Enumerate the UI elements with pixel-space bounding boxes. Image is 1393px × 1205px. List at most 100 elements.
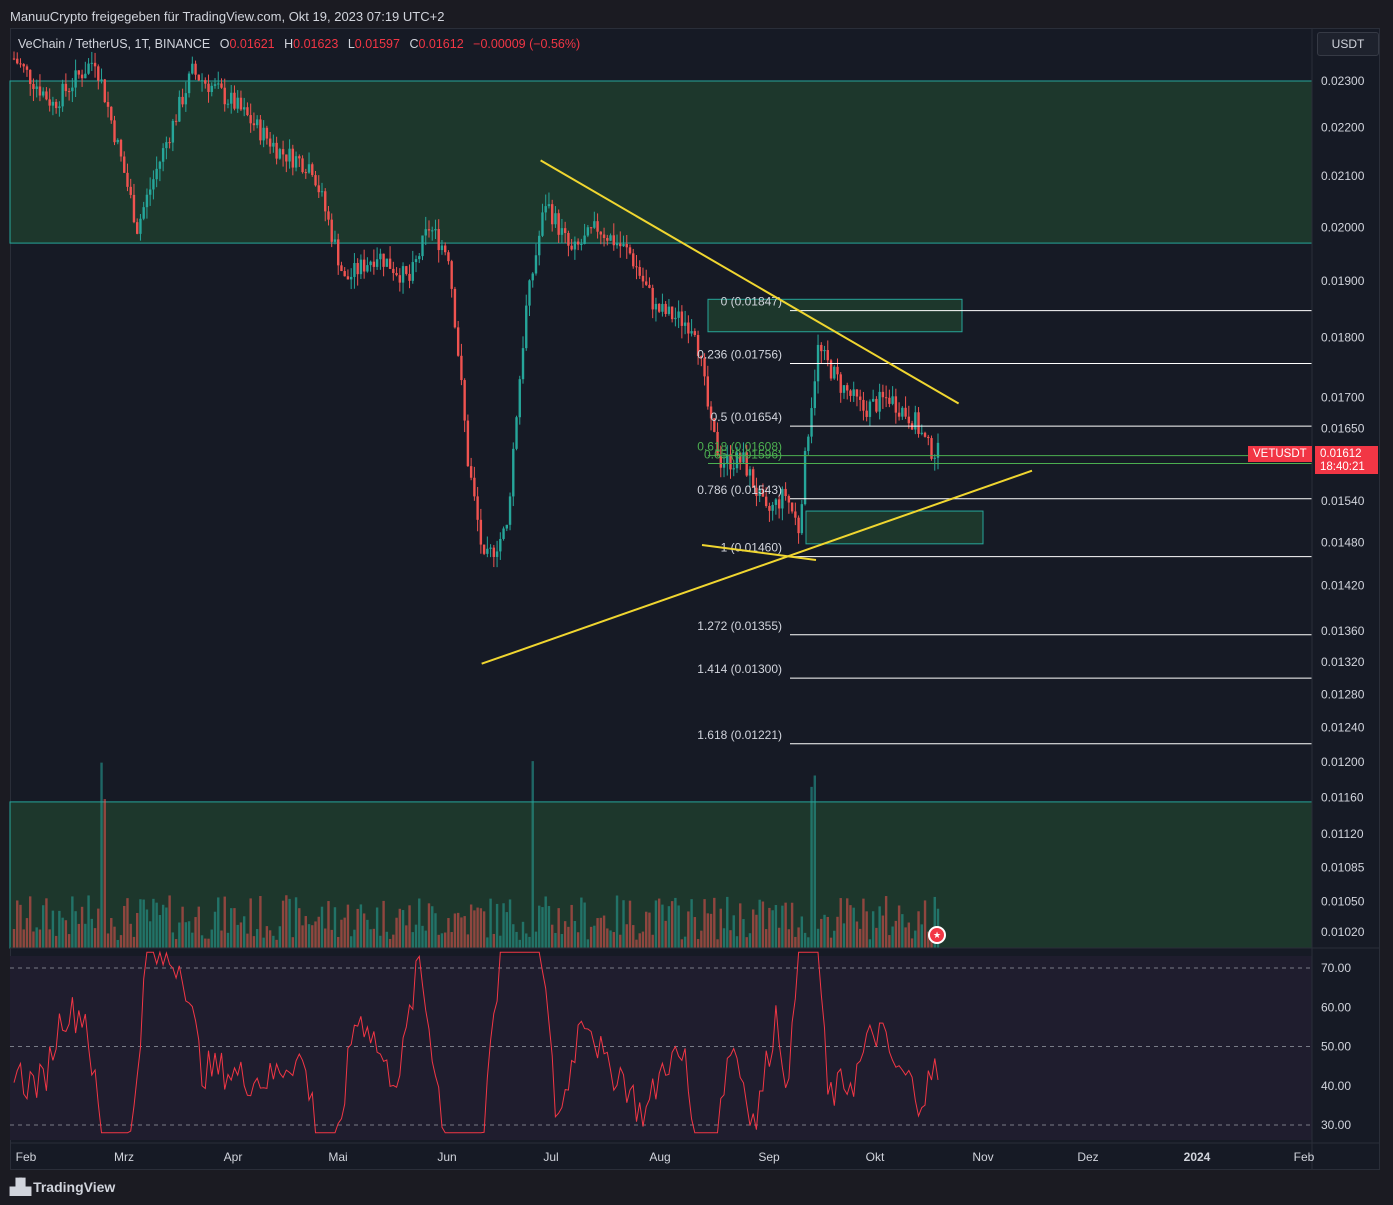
candle-body <box>165 142 168 149</box>
volume-bar <box>596 918 599 948</box>
candle-body <box>174 120 178 122</box>
volume-bar <box>910 938 914 948</box>
candle-body <box>362 259 366 272</box>
candle-body <box>401 266 405 283</box>
candle-body <box>48 99 51 106</box>
volume-bar <box>583 902 586 948</box>
candle-body <box>93 62 97 67</box>
candle-body <box>136 222 139 234</box>
volume-bar <box>573 921 577 948</box>
time-tick-label: 2024 <box>1184 1150 1211 1164</box>
candle-body <box>803 450 807 505</box>
volume-bar <box>735 936 739 948</box>
volume-bar <box>878 906 881 948</box>
candle-body <box>288 148 291 162</box>
volume-bar <box>764 929 768 948</box>
candle-body <box>612 235 615 246</box>
candle-body <box>810 408 813 437</box>
volume-bar <box>923 900 927 948</box>
candle-body <box>774 499 778 505</box>
volume-bar <box>194 917 197 948</box>
volume-bar <box>84 923 87 948</box>
candle-body <box>739 452 742 463</box>
rsi-tick-label: 30.00 <box>1321 1118 1351 1132</box>
candle-body <box>609 235 612 241</box>
candle-body <box>168 142 171 144</box>
candle-body <box>466 420 470 467</box>
volume-bar <box>320 906 324 948</box>
time-tick-label: Sep <box>758 1150 780 1164</box>
volume-bar <box>664 920 667 948</box>
candle-body <box>12 58 16 60</box>
volume-bar <box>456 912 460 948</box>
volume-bar <box>567 926 570 948</box>
candle-body <box>544 206 547 213</box>
volume-bar <box>123 905 126 948</box>
volume-bar <box>547 906 551 948</box>
ticker-tag: VETUSDT <box>1248 446 1312 462</box>
price-tick-label: 0.01085 <box>1321 860 1365 874</box>
volume-bar <box>525 933 528 948</box>
volume-bar <box>752 909 755 948</box>
volume-bar <box>615 895 619 948</box>
volume-bar <box>103 799 106 948</box>
candle-body <box>550 204 554 225</box>
candle-body <box>657 303 661 312</box>
volume-bar <box>29 896 32 948</box>
candle-body <box>278 149 282 159</box>
volume-bar <box>687 911 690 948</box>
candle-body <box>583 235 586 244</box>
candle-body <box>894 396 898 413</box>
volume-bar <box>90 918 94 948</box>
candle-body <box>534 255 538 274</box>
volume-bar <box>541 907 544 948</box>
volume-bar <box>810 786 813 948</box>
candle-body <box>706 376 710 407</box>
candle-body <box>768 505 771 511</box>
volume-bar <box>622 900 625 948</box>
candle-body <box>346 276 350 280</box>
volume-bar <box>249 898 252 948</box>
candle-body <box>615 243 619 246</box>
price-tick-label: 0.01200 <box>1321 755 1365 769</box>
volume-bar <box>777 927 781 948</box>
volume-bar <box>914 930 917 948</box>
candle-body <box>764 496 768 506</box>
candle-body <box>709 406 713 419</box>
volume-bar <box>77 923 81 948</box>
volume-bar <box>512 924 515 948</box>
rsi-panel <box>10 956 1312 1140</box>
price-tick-label: 0.01800 <box>1321 331 1365 345</box>
candle-body <box>119 139 123 157</box>
candle-body <box>388 258 392 269</box>
us-flag-icon[interactable]: ★ <box>928 926 946 944</box>
candle-body <box>453 288 457 328</box>
open-label: O <box>219 37 230 51</box>
candle-body <box>405 266 408 274</box>
volume-bar <box>807 937 810 948</box>
volume-bar <box>515 931 518 948</box>
candle-body <box>752 469 755 488</box>
footer-brand[interactable]: ▟▙ TradingView <box>10 1178 115 1196</box>
volume-bar <box>307 924 311 948</box>
volume-bar <box>408 905 411 948</box>
high-label: H <box>284 37 294 51</box>
candle-body <box>807 436 810 451</box>
candle-body <box>641 275 645 282</box>
candle-body <box>745 452 748 476</box>
volume-bar <box>482 911 486 948</box>
candle-body <box>343 271 346 277</box>
candle-body <box>223 87 226 105</box>
volume-bar <box>35 927 38 948</box>
volume-bar <box>453 913 457 948</box>
candle-body <box>129 186 132 195</box>
candle-body <box>473 477 476 497</box>
fib-label: 1.272 (0.01355) <box>697 619 782 633</box>
candle-body <box>489 547 492 549</box>
volume-bar <box>667 906 671 948</box>
candle-body <box>158 161 162 169</box>
currency-button[interactable]: USDT <box>1317 32 1379 56</box>
high-value: 0.01623 <box>293 37 339 51</box>
volume-bar <box>424 930 427 948</box>
